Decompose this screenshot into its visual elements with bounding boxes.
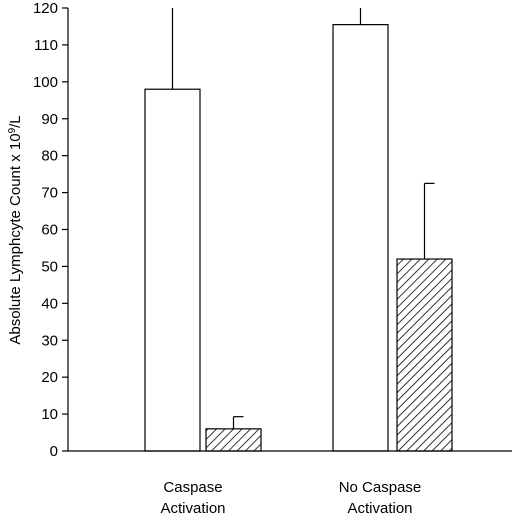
y-tick-label: 40	[41, 295, 58, 312]
x-category-label: No Caspase	[339, 479, 422, 496]
bar-open	[332, 24, 389, 452]
y-tick-label: 70	[41, 185, 58, 202]
bar-hatched	[205, 428, 262, 452]
y-tick-label: 110	[34, 37, 58, 54]
y-tick-label: 100	[33, 74, 58, 91]
y-tick-label: 120	[33, 0, 58, 17]
y-tick-label: 60	[41, 222, 58, 239]
y-tick-label: 50	[41, 258, 58, 275]
x-category-label: Activation	[160, 500, 225, 513]
y-axis-label-superscript: 9	[7, 127, 18, 133]
y-axis-ticks: 0 10 20 30 40 50 60 70 80 90 100 110 120	[33, 0, 68, 460]
x-category-label: Activation	[347, 500, 412, 513]
bar-open	[144, 88, 201, 452]
x-category-label: Caspase	[163, 479, 222, 496]
bars	[144, 8, 453, 452]
y-tick-label: 20	[41, 369, 58, 386]
y-axis-label: Absolute Lymphcyte Count x 109/L	[7, 115, 25, 344]
y-tick-label: 30	[41, 332, 58, 349]
y-tick-label: 0	[50, 443, 58, 460]
x-axis-labels: Caspase Activation No Caspase Activation	[160, 479, 421, 513]
y-axis-label-suffix: /L	[7, 115, 24, 128]
bar-hatched	[396, 258, 453, 452]
y-tick-label: 80	[41, 148, 58, 165]
y-tick-label: 10	[41, 406, 58, 423]
y-tick-label: 90	[41, 111, 58, 128]
